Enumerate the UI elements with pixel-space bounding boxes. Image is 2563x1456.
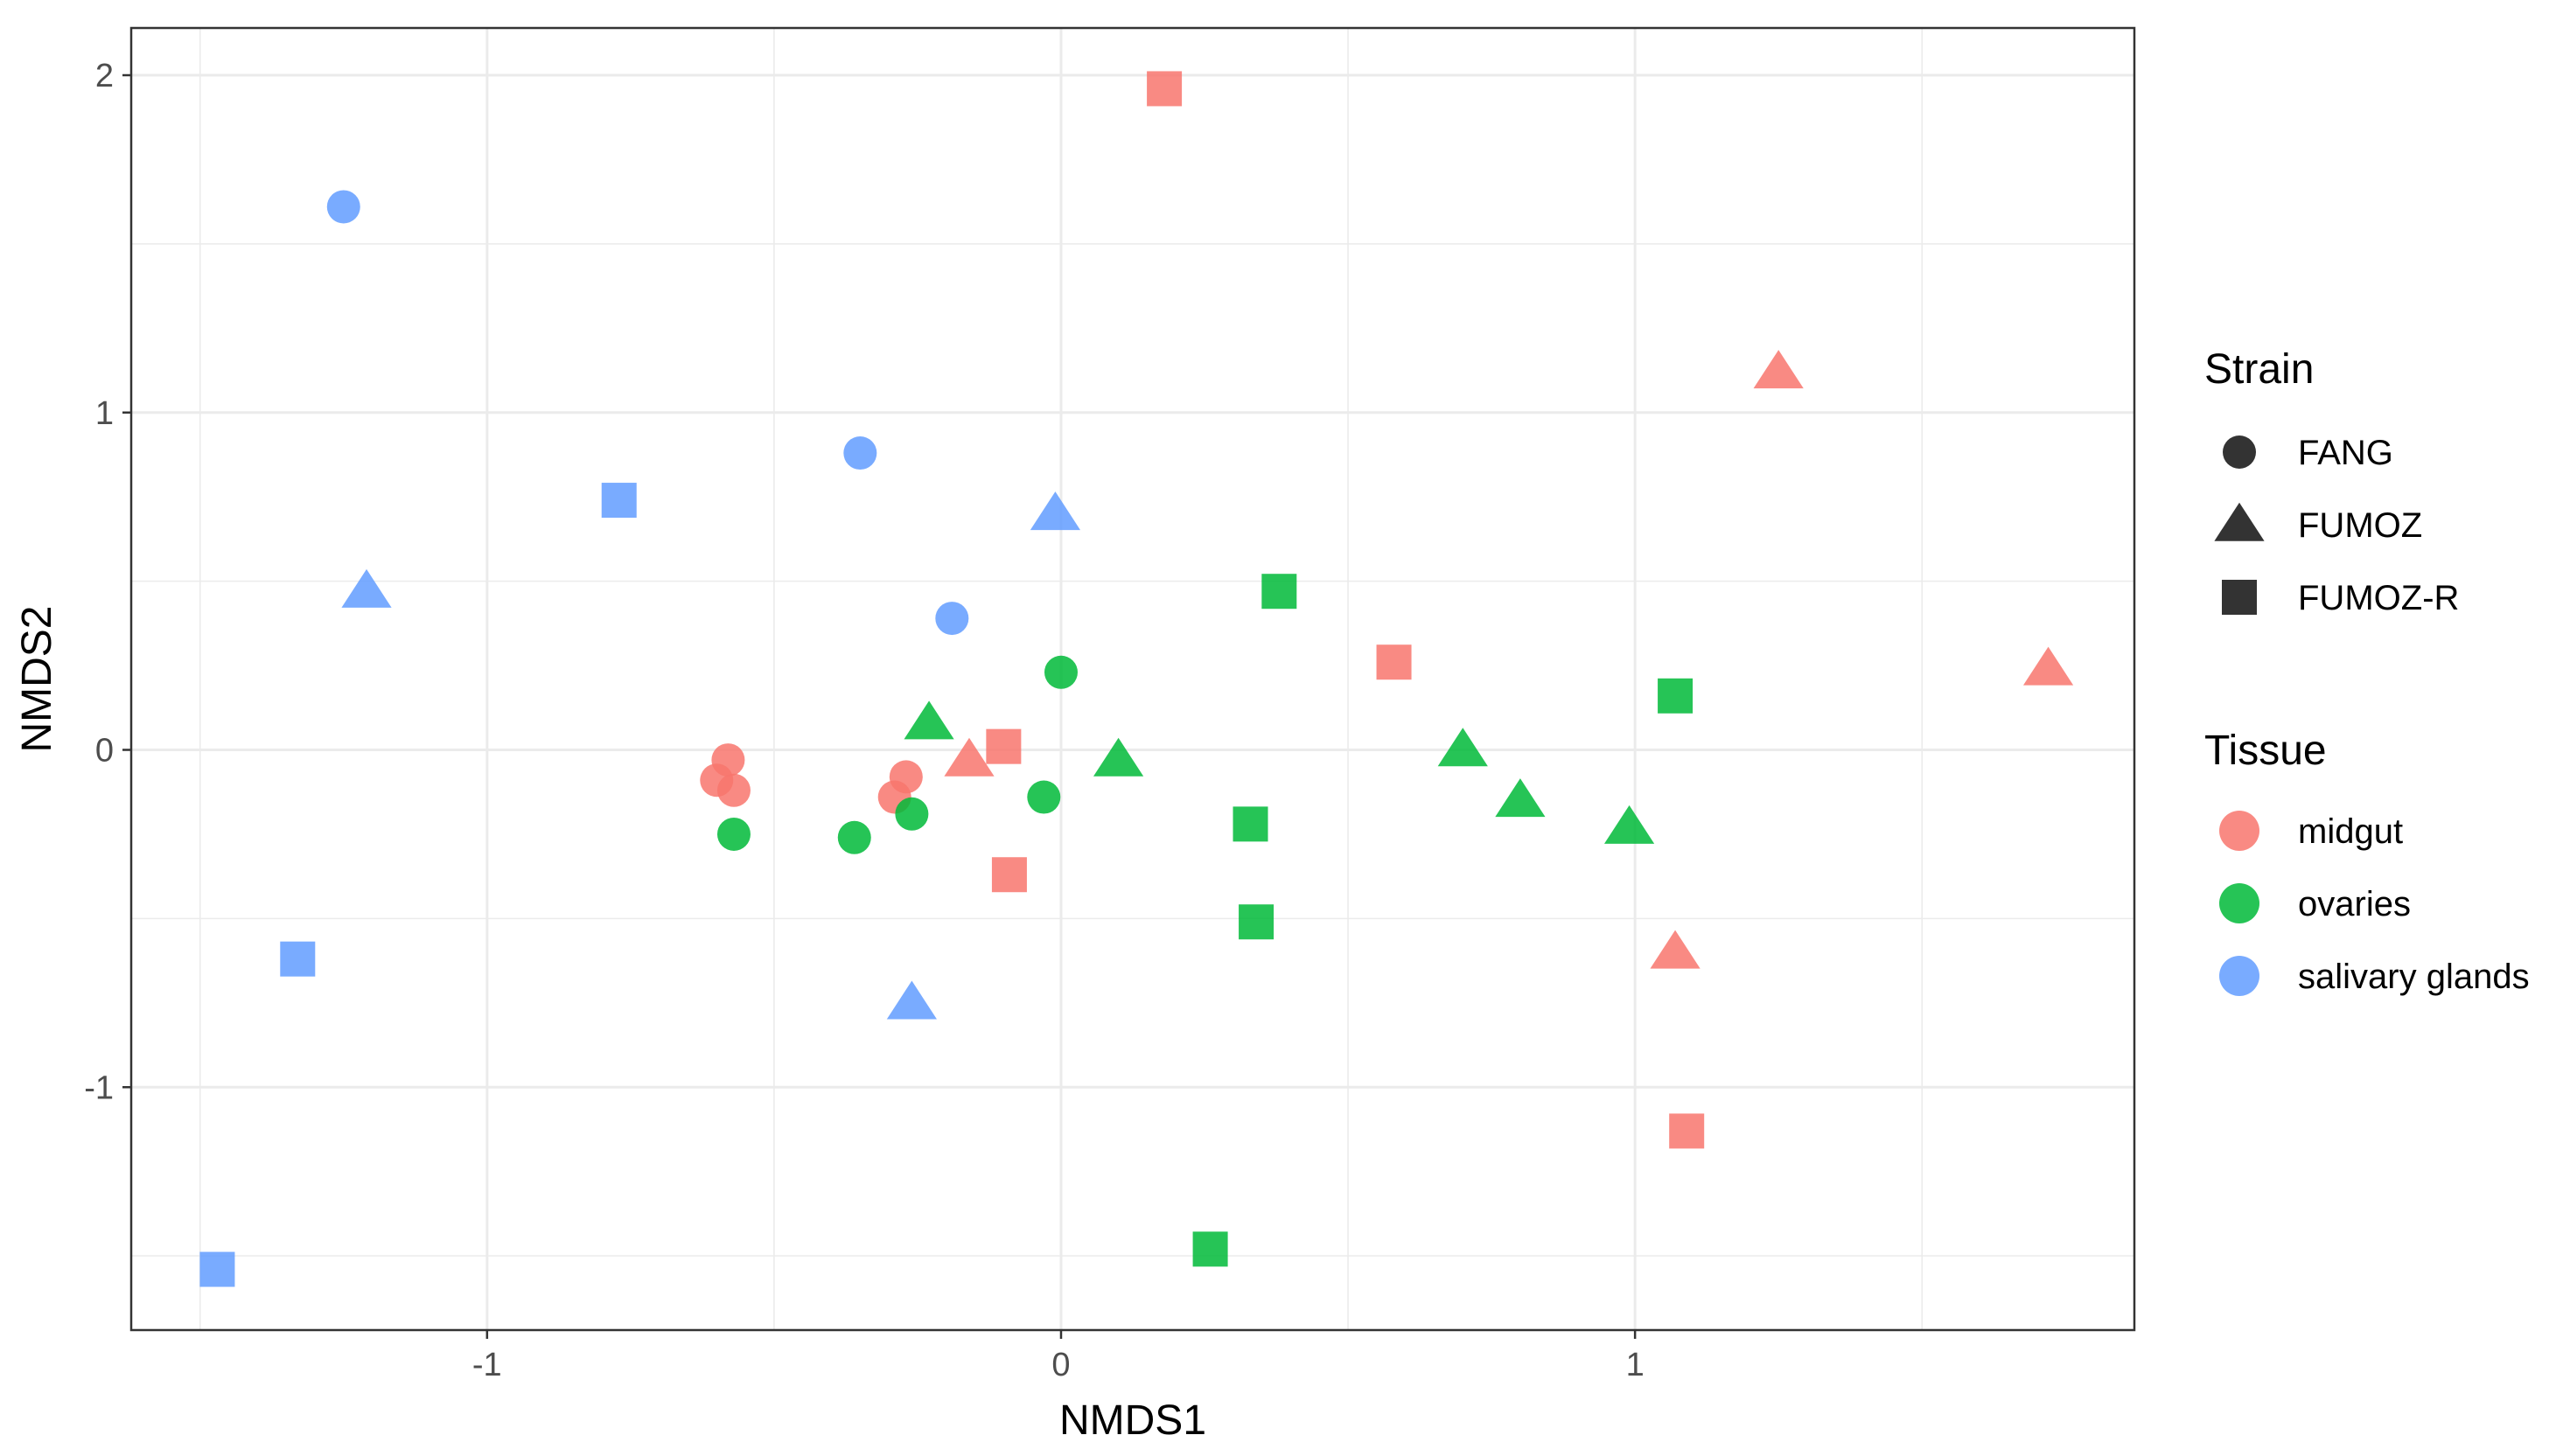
legend-key-triangle: [2214, 502, 2265, 541]
data-point-triangle: [1093, 737, 1144, 777]
data-point-circle: [326, 190, 360, 224]
data-point-circle: [1027, 780, 1061, 814]
panel-border: [129, 26, 2136, 1332]
x-tick-label: 1: [1626, 1347, 1645, 1383]
data-point-triangle: [1650, 930, 1701, 969]
legend-tissue-label: ovaries: [2298, 885, 2411, 923]
data-point-triangle: [904, 700, 954, 740]
y-tick-label: 0: [95, 733, 114, 770]
legend-strain: Strain FANG FUMOZ FUMOZ-R: [2204, 346, 2459, 617]
data-point-square: [1192, 1231, 1228, 1267]
data-point-triangle: [1030, 491, 1081, 531]
data-point-square: [199, 1251, 235, 1287]
legend-strain-label: FUMOZ-R: [2298, 579, 2459, 617]
legend-key-salivary-glands: [2219, 956, 2259, 996]
legend-tissue-label: salivary glands: [2298, 958, 2530, 996]
data-point-square: [986, 728, 1022, 764]
data-point-circle: [837, 820, 871, 854]
data-point-square: [1233, 806, 1268, 842]
axis-ticks: -1 0 1 -1 0 1 2: [84, 58, 1645, 1383]
x-tick-label: 0: [1051, 1347, 1070, 1383]
y-axis-title: NMDS2: [14, 605, 60, 752]
y-tick-label: 2: [95, 58, 114, 94]
legend-tissue-title: Tissue: [2204, 728, 2327, 774]
legend-key-circle: [2223, 435, 2256, 469]
data-point-triangle: [1437, 728, 1488, 767]
data-point-triangle: [1753, 350, 1804, 389]
data-point-circle: [716, 773, 751, 807]
data-points: [199, 71, 2074, 1287]
legend-key-square: [2222, 580, 2257, 615]
legend-key-midgut: [2219, 811, 2259, 851]
legend-key-ovaries: [2219, 883, 2259, 923]
data-point-square: [1147, 71, 1183, 107]
data-point-triangle: [944, 737, 995, 777]
data-point-triangle: [1603, 805, 1655, 844]
data-point-triangle: [886, 980, 937, 1020]
data-point-square: [1658, 678, 1694, 714]
data-point-circle: [1044, 655, 1078, 689]
data-point-square: [1376, 644, 1412, 680]
data-point-circle: [895, 797, 929, 831]
data-point-triangle: [1495, 778, 1546, 818]
legend-strain-label: FUMOZ: [2298, 506, 2422, 545]
data-point-triangle: [2022, 646, 2074, 686]
data-point-square: [991, 857, 1027, 893]
data-point-square: [1669, 1113, 1705, 1149]
data-point-triangle: [341, 568, 392, 608]
legend-tissue-label: midgut: [2298, 812, 2403, 851]
data-point-square: [601, 483, 637, 519]
data-point-circle: [935, 602, 969, 636]
data-point-square: [1239, 904, 1275, 940]
x-axis-title: NMDS1: [1059, 1397, 1206, 1444]
x-tick-label: -1: [472, 1347, 502, 1383]
legend-strain-title: Strain: [2204, 346, 2314, 393]
legend-tissue: Tissue midgut ovaries salivary glands: [2204, 728, 2530, 996]
data-point-square: [1261, 574, 1297, 610]
data-point-square: [280, 941, 316, 977]
y-tick-label: 1: [95, 395, 114, 432]
legend-strain-label: FANG: [2298, 434, 2393, 472]
data-point-circle: [716, 817, 751, 851]
y-tick-label: -1: [84, 1069, 114, 1106]
data-point-circle: [843, 436, 877, 470]
grid-lines: [131, 28, 2134, 1330]
